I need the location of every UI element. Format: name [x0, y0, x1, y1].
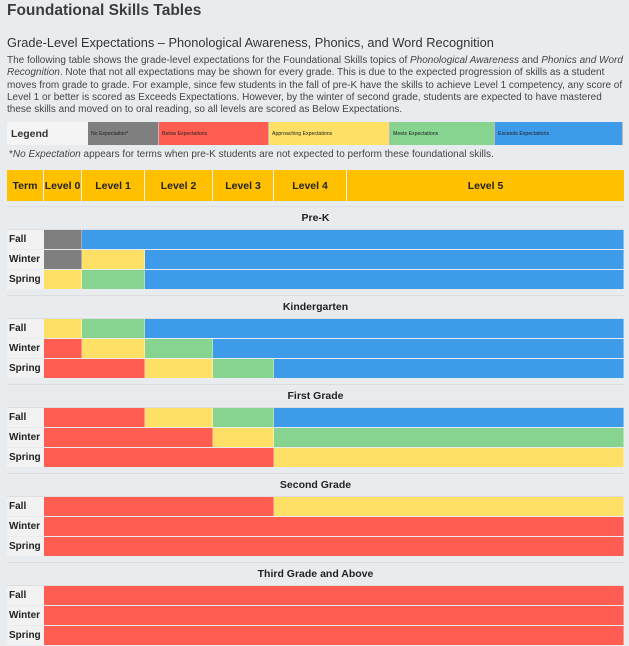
level-cell-approaching: [44, 270, 82, 289]
legend-meets-expectations: Meets Expectations: [390, 122, 495, 145]
term-label: Fall: [7, 497, 44, 516]
level-cell-approaching: [82, 339, 145, 358]
intro-text-3: . Note that not all expectations may be …: [7, 67, 623, 116]
header-level-4: Level 4: [274, 170, 347, 201]
level-cell-below: [44, 606, 624, 625]
table-row: Winter: [7, 339, 624, 358]
level-cell-approaching: [145, 359, 213, 378]
page-title: Foundational Skills Tables: [7, 2, 202, 19]
section-title: Third Grade and Above: [7, 562, 624, 586]
table-row: Spring: [7, 359, 624, 378]
level-cell-meets: [82, 270, 145, 289]
header-level-0: Level 0: [44, 170, 82, 201]
header-level-5: Level 5: [467, 179, 504, 192]
intro-text-2: and: [518, 55, 542, 66]
term-label: Spring: [7, 448, 44, 467]
term-label: Fall: [7, 586, 44, 605]
level-cell-approaching: [213, 428, 274, 447]
level-cell-below: [44, 448, 274, 467]
level-cell-exceeds: [145, 319, 624, 338]
level-cell-below: [44, 537, 624, 556]
legend-no-expectation: No Expectation*: [88, 122, 159, 145]
level-cell-meets: [213, 359, 274, 378]
table-row: Winter: [7, 250, 624, 269]
term-label: Spring: [7, 270, 44, 289]
section-title: First Grade: [7, 384, 624, 408]
header-level-2: Level 2: [145, 170, 213, 201]
table-row: Winter: [7, 517, 624, 536]
table-row: Spring: [7, 537, 624, 556]
table-row: Fall: [7, 408, 624, 427]
level-cell-meets: [145, 339, 213, 358]
table-row: Fall: [7, 497, 624, 516]
level-cell-below: [44, 339, 82, 358]
intro-paragraph: The following table shows the grade-leve…: [7, 55, 623, 116]
level-cell-approaching: [145, 408, 213, 427]
level-cell-below: [44, 359, 145, 378]
level-cell-approaching: [44, 319, 82, 338]
table-row: Spring: [7, 448, 624, 467]
table-row: Spring: [7, 270, 624, 289]
term-label: Spring: [7, 359, 44, 378]
level-cell-approaching: [82, 250, 145, 269]
table-header: Term Level 0 Level 1 Level 2 Level 3 Lev…: [7, 170, 624, 201]
intro-topic-2: Phonics and Word Recognition: [7, 55, 623, 79]
level-cell-meets: [82, 319, 145, 338]
legend-exceeds-expectations: Exceeds Expectations: [495, 122, 623, 145]
header-term: Term: [7, 170, 44, 201]
table-body: Pre-K Fall Winter Spring Kindergarten Fall Win…: [7, 206, 624, 645]
intro-text-1: The following table shows the grade-leve…: [7, 55, 411, 66]
level-cell-below: [44, 517, 624, 536]
term-label: Fall: [7, 319, 44, 338]
level-cell-approaching: [274, 448, 624, 467]
term-label: Spring: [7, 626, 44, 645]
section-title: Kindergarten: [7, 295, 624, 319]
level-cell-exceeds: [82, 230, 624, 249]
legend-label: Legend: [7, 122, 88, 145]
page-subtitle: Grade-Level Expectations – Phonological …: [7, 35, 494, 50]
level-cell-meets: [213, 408, 274, 427]
note-text: appears for terms when pre-K students ar…: [80, 149, 494, 160]
level-cell-exceeds: [274, 359, 624, 378]
level-cell-exceeds: [145, 250, 624, 269]
legend-below-expectations: Below Expectations: [159, 122, 269, 145]
term-label: Winter: [7, 517, 44, 536]
term-label: Fall: [7, 408, 44, 427]
level-cell-below: [44, 408, 145, 427]
level-cell-exceeds: [213, 339, 624, 358]
term-label: Winter: [7, 428, 44, 447]
table-row: Winter: [7, 428, 624, 447]
header-level-3: Level 3: [213, 170, 274, 201]
legend: Legend No Expectation* Below Expectation…: [7, 122, 623, 145]
legend-approaching-expectations: Approaching Expectations: [269, 122, 390, 145]
term-label: Winter: [7, 606, 44, 625]
table-row: Spring: [7, 626, 624, 645]
intro-topic-1: Phonological Awareness: [410, 55, 519, 66]
term-label: Winter: [7, 339, 44, 358]
level-cell-below: [44, 428, 213, 447]
no-expectation-note: *No Expectation appears for terms when p…: [9, 149, 494, 160]
term-label: Spring: [7, 537, 44, 556]
term-label: Fall: [7, 230, 44, 249]
level-cell-below: [44, 586, 624, 605]
section-title: Pre-K: [7, 206, 624, 230]
table-row: Fall: [7, 586, 624, 605]
note-emphasis: No Expectation: [12, 149, 81, 160]
expectations-table: Term Level 0 Level 1 Level 2 Level 3 Lev…: [7, 170, 624, 646]
section-title: Second Grade: [7, 473, 624, 497]
level-cell-exceeds: [274, 408, 624, 427]
level-cell-below: [44, 497, 274, 516]
level-cell-none: [44, 230, 82, 249]
table-row: Fall: [7, 230, 624, 249]
table-row: Winter: [7, 606, 624, 625]
table-row: Fall: [7, 319, 624, 338]
level-cell-below: [44, 626, 624, 645]
level-cell-approaching: [274, 497, 624, 516]
term-label: Winter: [7, 250, 44, 269]
level-cell-none: [44, 250, 82, 269]
header-level-1: Level 1: [82, 170, 145, 201]
level-cell-exceeds: [145, 270, 624, 289]
level-cell-meets: [274, 428, 624, 447]
